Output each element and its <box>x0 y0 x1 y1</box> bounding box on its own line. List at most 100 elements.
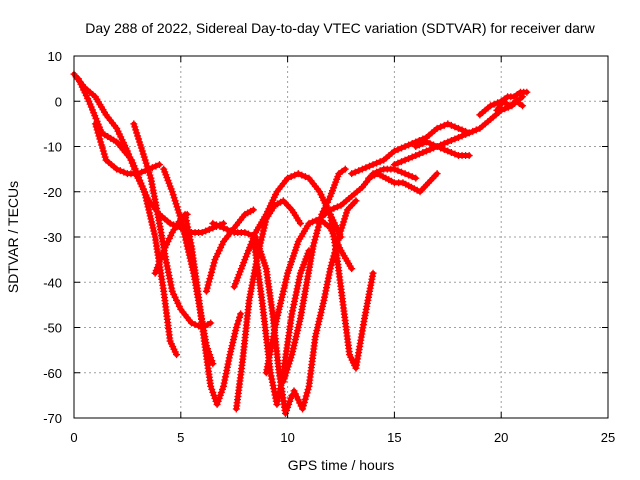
data-point <box>208 268 216 276</box>
data-point <box>241 256 249 264</box>
data-point <box>143 197 151 205</box>
data-point <box>243 250 251 258</box>
data-point <box>302 392 310 400</box>
data-point <box>301 173 309 181</box>
data-point <box>144 203 152 211</box>
data-point <box>147 215 155 223</box>
data-point <box>236 268 244 276</box>
data-point <box>290 387 298 395</box>
x-tick-label: 0 <box>70 430 77 445</box>
data-point <box>412 174 420 182</box>
data-point <box>140 188 148 196</box>
data-point <box>282 369 290 377</box>
data-point <box>369 269 377 277</box>
data-point <box>281 372 289 380</box>
data-point <box>289 345 297 353</box>
data-point <box>174 299 182 307</box>
data-point <box>94 129 102 137</box>
data-point <box>92 123 100 131</box>
data-point <box>437 123 445 131</box>
data-point <box>216 391 224 399</box>
data-point <box>433 143 441 150</box>
series-arc-16 <box>326 210 377 372</box>
data-point <box>99 147 107 155</box>
data-point <box>419 149 427 157</box>
data-point <box>93 126 101 134</box>
data-point <box>246 244 254 252</box>
data-point <box>226 351 234 359</box>
data-point <box>314 324 322 331</box>
data-point <box>173 203 181 211</box>
y-tick-label: -50 <box>43 321 62 336</box>
data-point <box>314 223 322 231</box>
data-point <box>330 204 338 212</box>
data-point <box>207 271 215 279</box>
data-point <box>274 311 282 319</box>
data-point <box>415 150 423 158</box>
data-point <box>230 283 238 291</box>
data-point <box>285 360 293 368</box>
series-arc-14 <box>279 165 349 386</box>
data-point <box>97 138 105 146</box>
data-point <box>231 280 239 288</box>
chart-title: Day 288 of 2022, Sidereal Day-to-day VTE… <box>85 20 595 36</box>
data-point <box>296 317 304 325</box>
data-point <box>98 144 106 152</box>
data-point <box>215 247 223 255</box>
data-point <box>303 389 311 397</box>
data-point <box>276 299 284 307</box>
data-point <box>501 105 509 113</box>
data-point <box>469 127 477 135</box>
data-point <box>322 201 330 209</box>
data-point <box>415 141 423 149</box>
series-arc-21 <box>412 138 473 160</box>
data-point <box>298 171 306 179</box>
data-point <box>137 144 145 152</box>
data-point <box>337 227 345 235</box>
data-point <box>447 149 455 157</box>
data-point <box>310 239 318 247</box>
data-point <box>299 402 307 410</box>
data-point <box>412 152 420 160</box>
data-point <box>287 354 295 362</box>
data-point <box>422 147 430 155</box>
data-point <box>244 230 252 238</box>
data-point <box>202 287 210 295</box>
data-point <box>134 132 142 140</box>
data-point <box>161 244 169 252</box>
data-point <box>143 162 151 170</box>
data-point <box>327 262 335 270</box>
data-point <box>317 308 325 316</box>
data-point <box>314 320 322 328</box>
data-point <box>426 146 434 154</box>
data-point <box>398 144 406 152</box>
data-point <box>138 168 146 176</box>
data-point <box>290 301 298 309</box>
data-point <box>519 102 527 110</box>
data-point <box>229 339 237 347</box>
series-arc-15 <box>290 197 360 413</box>
y-tick-label: -60 <box>43 366 62 381</box>
data-point <box>444 147 452 155</box>
series-arc-12 <box>249 233 313 408</box>
data-point <box>294 324 302 331</box>
data-point <box>342 212 350 220</box>
data-point <box>288 351 296 359</box>
data-point <box>341 215 349 223</box>
series-arc-22 <box>476 88 531 119</box>
data-point <box>113 165 121 173</box>
data-point <box>295 320 303 328</box>
data-point <box>217 388 225 396</box>
data-point <box>401 170 409 178</box>
data-point <box>323 198 331 206</box>
data-point <box>487 102 495 110</box>
data-point <box>340 218 348 226</box>
data-point <box>326 206 334 214</box>
series-arc-7 <box>181 210 245 408</box>
data-point <box>279 378 287 386</box>
data-point <box>239 262 247 270</box>
data-point <box>376 158 384 166</box>
data-point <box>207 319 215 327</box>
data-point <box>296 272 304 280</box>
ticks: 0 5 10 15 20 25 10 0 -10 -20 -30 -40 -50 -60 -70 <box>43 49 615 445</box>
